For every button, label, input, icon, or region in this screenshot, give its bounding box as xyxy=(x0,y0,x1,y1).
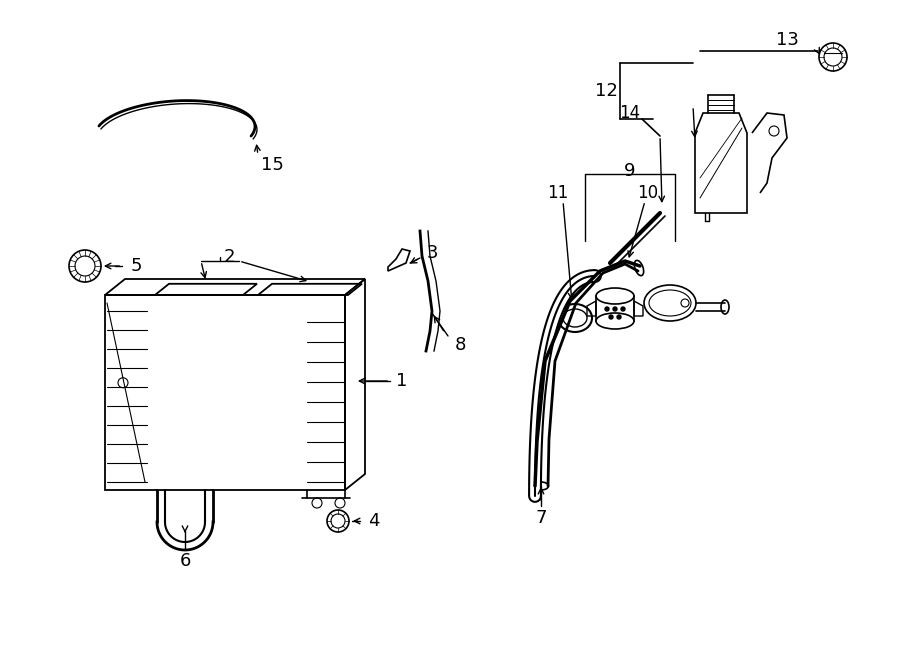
Text: 4: 4 xyxy=(368,512,380,530)
Circle shape xyxy=(609,315,613,319)
Text: 12: 12 xyxy=(595,82,617,100)
Text: 5: 5 xyxy=(130,257,142,275)
Circle shape xyxy=(613,307,617,311)
Text: 6: 6 xyxy=(179,552,191,570)
Circle shape xyxy=(617,315,621,319)
Text: 3: 3 xyxy=(427,244,437,262)
Text: 9: 9 xyxy=(625,162,635,180)
Text: 1: 1 xyxy=(396,372,408,390)
Text: 14: 14 xyxy=(619,104,641,122)
Circle shape xyxy=(605,307,609,311)
Text: 10: 10 xyxy=(637,184,659,202)
Text: 11: 11 xyxy=(547,184,569,202)
Circle shape xyxy=(621,307,625,311)
Text: 15: 15 xyxy=(261,156,284,174)
Text: 13: 13 xyxy=(776,31,798,49)
Text: 7: 7 xyxy=(536,509,547,527)
Text: 2: 2 xyxy=(223,248,235,266)
Text: 8: 8 xyxy=(454,336,465,354)
